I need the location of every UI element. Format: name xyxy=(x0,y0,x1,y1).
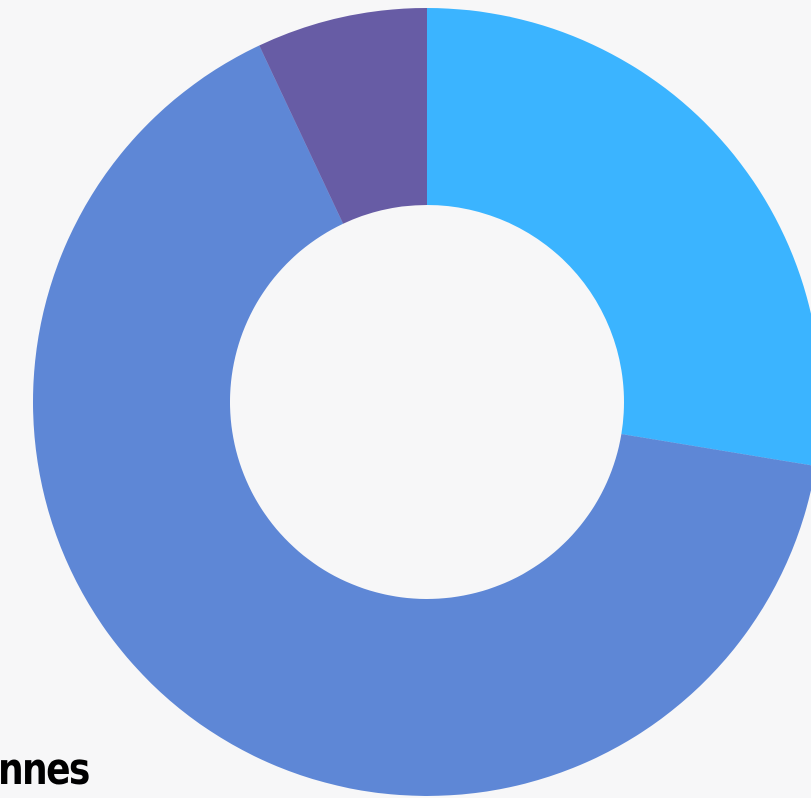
donut-slice-1 xyxy=(427,8,811,466)
donut-slices xyxy=(32,8,811,796)
donut-slice-2 xyxy=(32,45,811,796)
donut-slice-3 xyxy=(259,8,427,224)
chart-label: nnes xyxy=(0,744,90,795)
